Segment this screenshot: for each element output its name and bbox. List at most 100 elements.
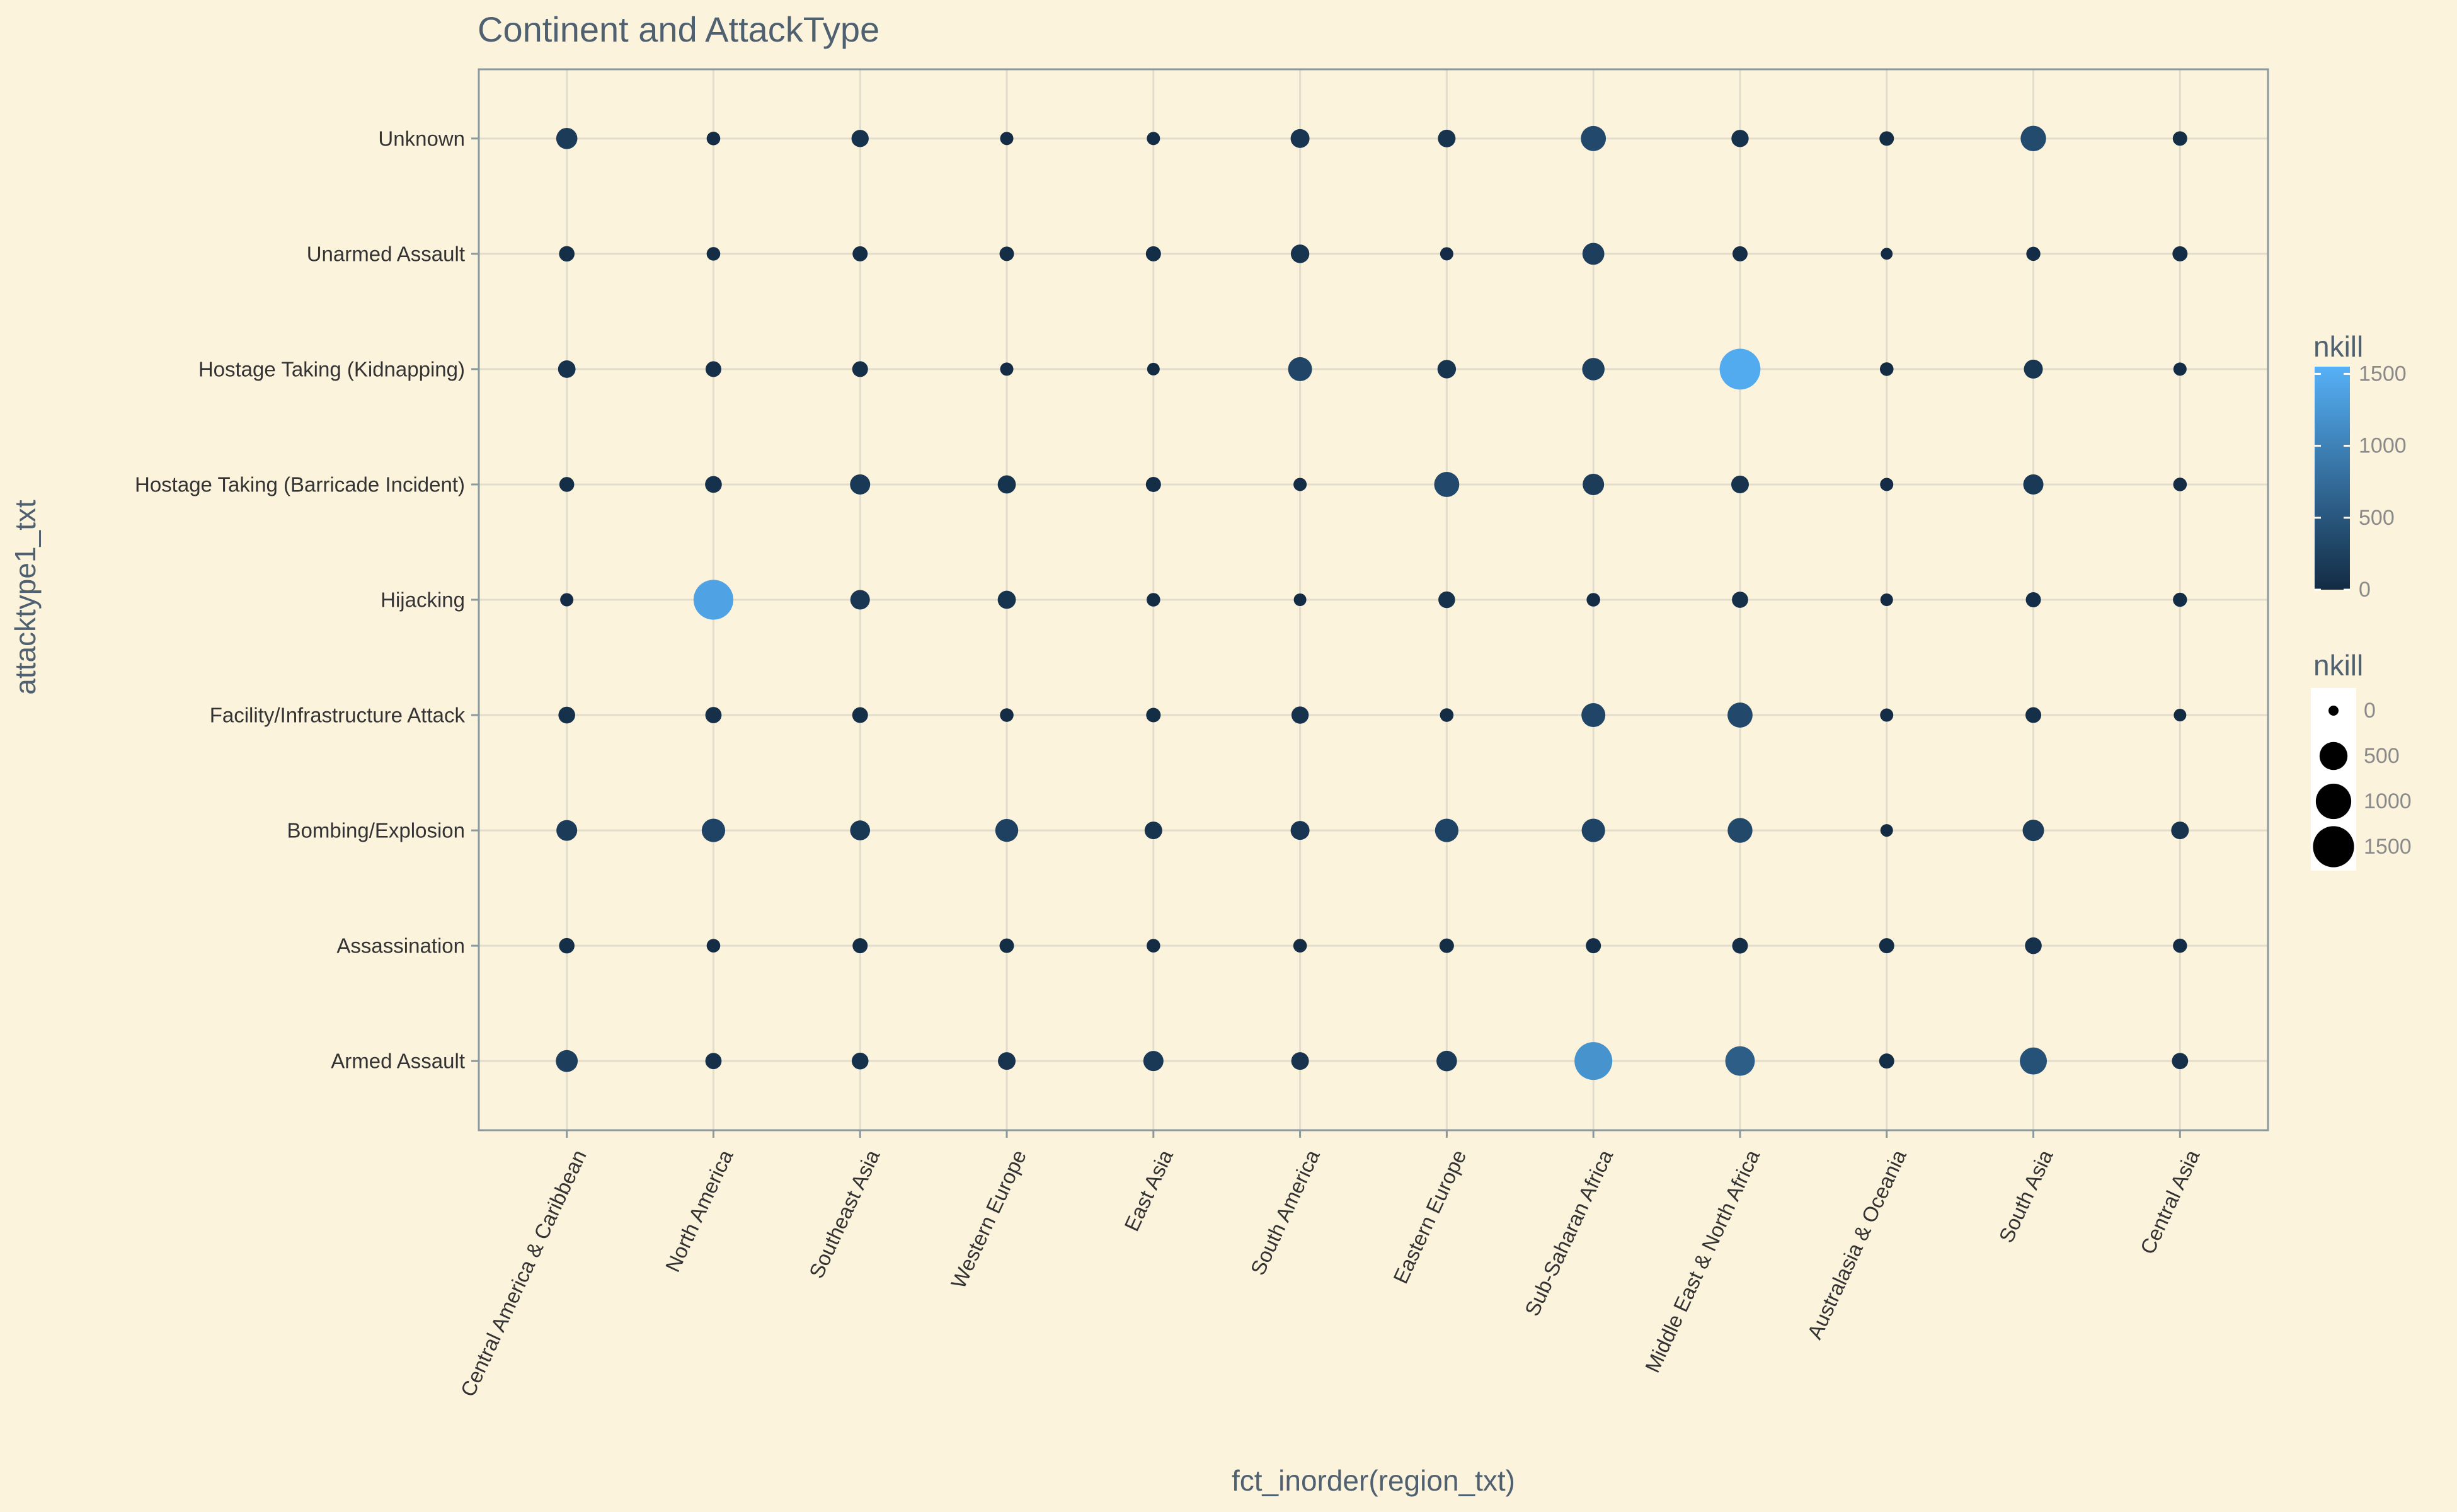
y-axis: Armed Assault Assassination Bombing/Explos… [135,127,479,1073]
data-point [2023,474,2044,495]
data-point [1732,592,1748,608]
data-point [1719,348,1761,390]
data-point [1574,1042,1613,1080]
data-point [2173,362,2187,376]
data-point [1732,246,1748,261]
data-point [2173,592,2187,607]
data-point [1000,132,1014,146]
y-tick-label: Bombing/Explosion [287,819,466,842]
data-point [559,937,575,954]
data-point [1290,129,1310,148]
data-point [998,1052,1016,1070]
data-point [999,938,1014,953]
data-point [701,818,726,842]
data-point [559,477,575,492]
y-tick-label: Hijacking [381,588,465,612]
y-tick-label: Unknown [378,127,465,150]
size-legend-label: 0 [2364,699,2376,723]
data-point [852,938,868,954]
data-point [1288,357,1312,381]
data-point [1435,818,1458,842]
color-legend-label: 1000 [2359,434,2407,458]
data-point [2026,246,2041,261]
data-point [1145,246,1161,261]
size-legend-key [2313,826,2354,868]
data-point [1879,1053,1894,1069]
data-point [1440,247,1453,261]
data-point [1586,593,1600,607]
data-point [706,247,721,261]
size-legend-label: 1000 [2364,789,2412,813]
data-point [1143,1051,1164,1072]
data-point [1727,702,1753,728]
data-point [2172,246,2188,261]
y-tick-label: Facility/Infrastructure Attack [210,704,466,727]
data-point [1879,938,1894,954]
data-point [1880,708,1894,722]
data-point [852,707,868,723]
points [556,125,2189,1080]
data-point [2172,131,2187,146]
color-legend-label: 0 [2359,578,2371,602]
size-legend-key [2315,783,2352,820]
size-legend-key [2328,706,2339,716]
data-point [705,1053,722,1070]
data-point [1290,821,1310,840]
data-point [850,474,871,495]
data-point [995,818,1019,842]
data-point [1438,129,1456,147]
data-point [1146,707,1161,723]
color-legend: nkill 0 500 1000 1500 [2313,330,2407,602]
data-point [2171,822,2189,840]
data-point [1880,478,1894,491]
data-point [706,132,721,146]
data-point [1581,818,1605,842]
data-point [1293,939,1307,953]
data-point [1147,132,1160,146]
size-legend-title: nkill [2313,649,2363,682]
data-point [1582,243,1605,265]
data-point [2173,478,2187,491]
data-point [1144,822,1162,840]
y-tick-label: Armed Assault [331,1050,465,1073]
data-point [1583,473,1605,495]
data-point [1582,358,1605,381]
data-point [1731,130,1749,147]
data-point [705,707,722,723]
data-point [1879,131,1894,146]
data-point [1732,937,1748,954]
data-point [1879,362,1894,376]
color-legend-label: 500 [2359,506,2395,530]
y-tick-label: Hostage Taking (Barricade Incident) [135,472,465,496]
size-legend: nkill 0 500 1000 1500 [2311,649,2412,871]
data-point [1586,938,1601,954]
color-legend-label: 1500 [2359,362,2407,386]
data-point [1727,818,1753,843]
y-tick-label: Unarmed Assault [307,242,465,265]
data-point [1293,593,1307,606]
data-point [850,820,871,840]
y-tick-label: Assassination [336,934,465,958]
color-legend-title: nkill [2313,330,2363,363]
data-point [1881,248,1893,260]
size-legend-label: 1500 [2364,835,2412,859]
data-point [1581,125,1606,151]
data-point [1293,478,1307,491]
size-legend-label: 500 [2364,744,2400,768]
data-point [559,246,575,262]
data-point [2025,707,2042,723]
data-point [2174,709,2187,722]
data-point [558,706,575,724]
data-point [1290,244,1310,263]
data-point [1434,472,1460,497]
data-point [1439,938,1454,953]
data-point [560,593,574,607]
data-point [556,1050,578,1072]
data-point [1440,708,1454,722]
data-point [1291,706,1309,724]
data-point [1581,703,1606,728]
data-point [1438,591,1455,609]
data-point [1000,362,1014,376]
data-point [556,820,578,841]
